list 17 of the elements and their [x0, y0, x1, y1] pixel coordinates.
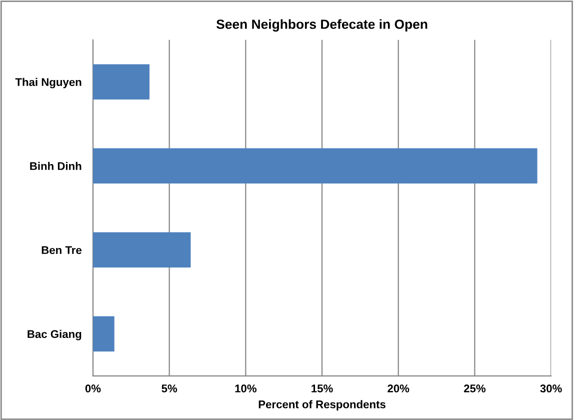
bar — [92, 232, 191, 268]
x-tick-label: 20% — [388, 384, 410, 392]
x-tick-label: 25% — [464, 384, 486, 392]
bar — [92, 64, 150, 100]
y-tick-label: Ben Tre — [42, 246, 82, 254]
bar — [92, 148, 538, 184]
y-tick-label: Thai Nguyen — [15, 78, 82, 88]
chart-title: Seen Neighbors Defecate in Open — [216, 19, 428, 32]
bar — [92, 316, 114, 352]
x-axis-title: Percent of Respondents — [258, 400, 386, 411]
x-tick-label: 30% — [540, 384, 562, 392]
x-tick-label: 5% — [162, 384, 178, 392]
y-tick-label: Binh Dinh — [30, 162, 82, 170]
x-tick-label: 0% — [85, 384, 101, 392]
y-tick-label: Bac Giang — [28, 330, 82, 340]
x-tick-label: 15% — [312, 384, 333, 392]
x-tick-label: 10% — [235, 384, 256, 392]
